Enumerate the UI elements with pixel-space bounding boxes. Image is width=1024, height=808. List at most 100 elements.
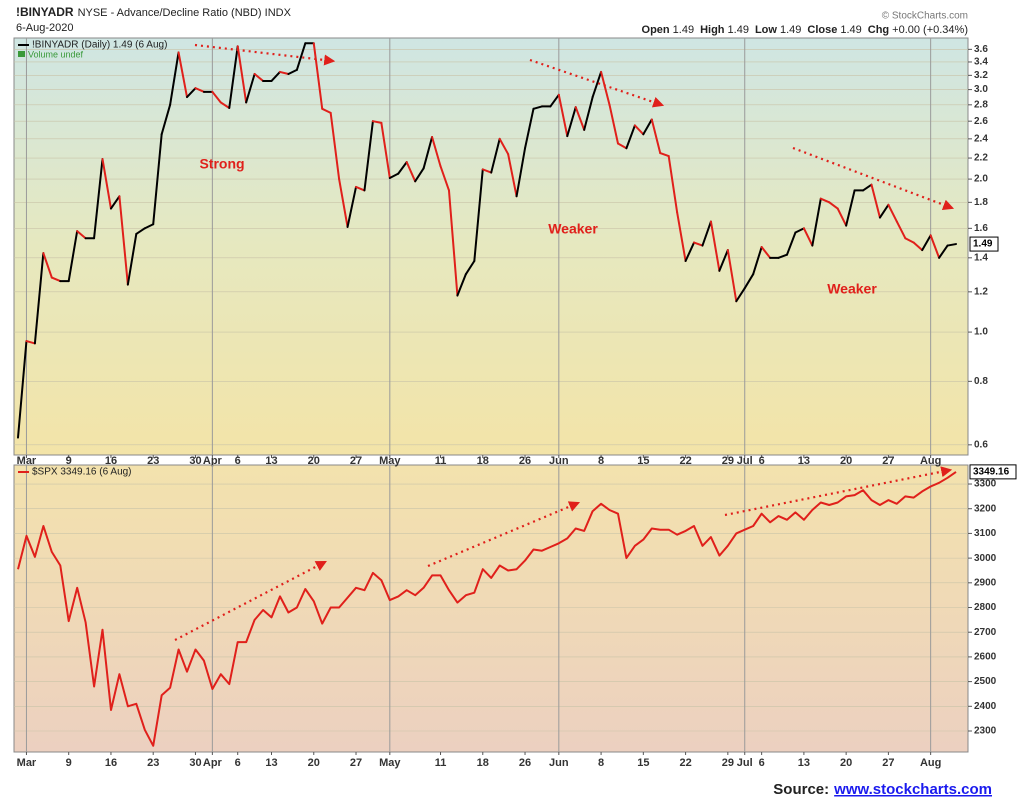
- x-tick-label: Aug: [920, 757, 941, 769]
- y-tick-label: 3.2: [974, 70, 988, 81]
- line-segment: [743, 273, 755, 290]
- line-segment: [566, 106, 577, 138]
- x-tick-label: 15: [637, 455, 649, 467]
- line-segment: [109, 195, 121, 210]
- trend-arrow: [194, 43, 336, 66]
- line-segment: [574, 106, 586, 131]
- last-value-label: 1.49: [973, 239, 993, 250]
- x-tick-label: 20: [840, 455, 852, 467]
- source: Source: www.stockcharts.com: [773, 781, 992, 798]
- x-tick-label: Jul: [737, 757, 753, 769]
- x-tick-label: 6: [235, 757, 241, 769]
- line-segment: [25, 340, 36, 345]
- line-segment: [447, 189, 459, 297]
- x-tick-label: 16: [105, 455, 117, 467]
- copyright: © StockCharts.com: [882, 11, 968, 22]
- y-tick-label: 3200: [974, 503, 997, 514]
- y-tick-label: 2.8: [974, 99, 988, 110]
- line-segment: [33, 252, 45, 345]
- date: 6-Aug-2020: [16, 22, 74, 34]
- line-segment: [811, 197, 822, 247]
- x-tick-label: 16: [105, 757, 117, 769]
- quote-label: Open: [642, 24, 670, 36]
- quote-value: 1.49: [673, 24, 694, 36]
- y-tick-label: 1.4: [974, 252, 988, 263]
- line-segment: [42, 252, 53, 279]
- x-tick-label: 27: [350, 757, 362, 769]
- line-segment: [709, 220, 721, 272]
- quote-label: Low: [755, 24, 777, 36]
- y-tick-label: 3300: [974, 479, 997, 490]
- quote-value: 1.49: [840, 24, 861, 36]
- line-segment: [186, 87, 197, 99]
- x-tick-label: 29: [722, 757, 734, 769]
- line-segment: [693, 241, 704, 247]
- line-segment: [718, 249, 729, 272]
- x-tick-label: 6: [759, 757, 765, 769]
- x-tick-label: 22: [679, 757, 691, 769]
- line-segment: [388, 172, 400, 179]
- y-tick-label: 2600: [974, 652, 997, 663]
- annotation: Weaker: [827, 281, 877, 297]
- x-tick-label: Aug: [920, 455, 941, 467]
- line-segment: [845, 189, 856, 227]
- line-segment: [169, 51, 180, 106]
- line-segment: [371, 120, 383, 124]
- line-segment: [912, 241, 924, 252]
- line-segment: [143, 223, 155, 230]
- x-tick-label: 9: [66, 455, 72, 467]
- line-segment: [684, 241, 696, 262]
- x-tick-label: 30: [189, 455, 201, 467]
- line-segment: [405, 161, 417, 183]
- y-tick-label: 1.6: [974, 223, 988, 234]
- y-tick-label: 2800: [974, 602, 997, 613]
- line-segment: [211, 90, 222, 104]
- quote-value: 1.49: [728, 24, 749, 36]
- line-segment: [160, 103, 172, 136]
- line-segment: [878, 203, 890, 219]
- y-tick-label: 3.4: [974, 57, 988, 68]
- last-value-box: [969, 464, 1017, 480]
- x-tick-label: 18: [477, 757, 489, 769]
- symbol: !BINYADR: [16, 5, 74, 19]
- line-segment: [828, 201, 839, 210]
- last-value-label: 3349.16: [973, 467, 1010, 478]
- line-segment: [532, 105, 543, 110]
- line-segment: [152, 133, 163, 226]
- line-segment: [870, 183, 881, 219]
- line-segment: [701, 220, 712, 247]
- trend-arrow: [792, 146, 955, 211]
- y-tick-label: 2500: [974, 676, 997, 687]
- line-segment: [785, 231, 797, 256]
- trend-arrow: [174, 560, 327, 641]
- x-tick-label: 29: [722, 455, 734, 467]
- y-tick-label: 2900: [974, 577, 997, 588]
- line-segment: [819, 197, 831, 204]
- header-title: !BINYADR NYSE - Advance/Decline Ratio (NB…: [16, 5, 292, 19]
- quote-label: High: [700, 24, 725, 36]
- line-segment: [219, 101, 231, 109]
- x-tick-label: Apr: [203, 455, 223, 467]
- line-segment: [329, 111, 341, 181]
- line-series: [17, 471, 957, 747]
- line-segment: [295, 42, 307, 71]
- source-link[interactable]: www.stockcharts.com: [833, 781, 992, 798]
- line-segment: [659, 152, 670, 158]
- bottom-panel: [13, 464, 969, 753]
- y-tick-label: 3.0: [974, 84, 988, 95]
- x-tick-label: 18: [477, 455, 489, 467]
- x-tick-label: 23: [147, 455, 159, 467]
- x-tick-label: 26: [519, 757, 531, 769]
- line-segment: [777, 253, 788, 259]
- x-tick-label: 13: [798, 455, 810, 467]
- x-tick-label: 13: [798, 757, 810, 769]
- x-tick-label: 20: [308, 757, 320, 769]
- line-segment: [439, 165, 450, 192]
- line-segment: [346, 185, 358, 228]
- quote-value: +0.00 (+0.34%): [892, 24, 968, 36]
- x-tick-label: 8: [598, 757, 604, 769]
- legend-swatch: [18, 51, 25, 57]
- x-tick-label: 26: [519, 455, 531, 467]
- x-tick-label: 22: [679, 455, 691, 467]
